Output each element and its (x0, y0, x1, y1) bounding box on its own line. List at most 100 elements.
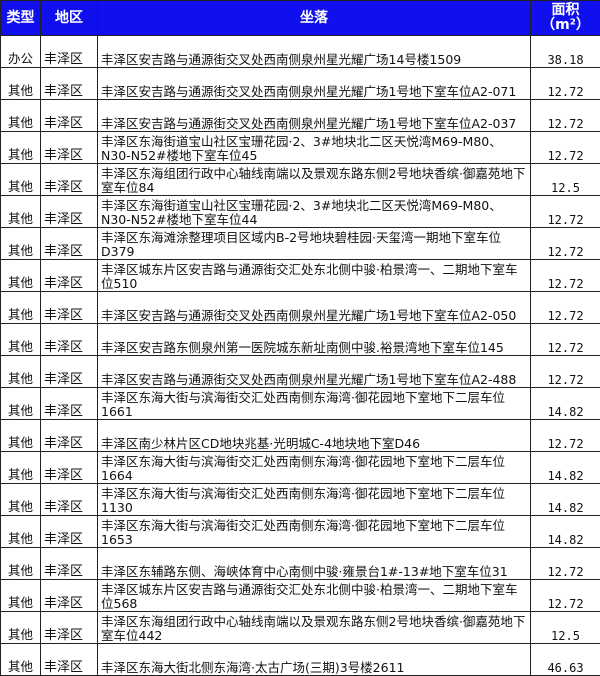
location-cell: 丰泽区城东片区安吉路与通源街交汇处东北侧中骏·柏景湾一、二期地下室车位568 (98, 580, 531, 612)
location-cell: 丰泽区东海街道宝山社区宝珊花园·2、3#地块北二区天悦湾M69-M80、N30-… (98, 132, 531, 164)
type-cell: 其他 (1, 68, 41, 100)
table-row: 其他丰泽区丰泽区安吉路与通源街交叉处西南侧泉州星光耀广场1号地下室车位A2-03… (1, 100, 600, 132)
district-cell: 丰泽区 (41, 100, 98, 132)
location-cell: 丰泽区安吉路与通源街交叉处西南侧泉州星光耀广场1号地下室车位A2-037 (98, 100, 531, 132)
table-row: 其他丰泽区丰泽区东海滩涂整理项目区域内B-2号地块碧桂园·天玺湾一期地下室车位D… (1, 228, 600, 260)
type-cell: 其他 (1, 100, 41, 132)
location-cell: 丰泽区安吉路与通源街交叉处西南侧泉州星光耀广场1号地下室车位A2-050 (98, 292, 531, 324)
table-row: 其他丰泽区丰泽区东海组团行政中心轴线南端以及景观东路东侧2号地块香缤·御嘉苑地下… (1, 164, 600, 196)
header-district: 地区 (41, 1, 98, 36)
area-cell: 14.82 (531, 484, 600, 516)
area-cell: 12.72 (531, 196, 600, 228)
table-row: 其他丰泽区丰泽区城东片区安吉路与通源街交汇处东北侧中骏·柏景湾一、二期地下室车位… (1, 580, 600, 612)
district-cell: 丰泽区 (41, 420, 98, 452)
type-cell: 其他 (1, 388, 41, 420)
type-cell: 其他 (1, 132, 41, 164)
table-row: 其他丰泽区丰泽区东辅路东侧、海峡体育中心南侧中骏·雍景台1#-13#地下室车位3… (1, 548, 600, 580)
type-cell: 其他 (1, 292, 41, 324)
table-row: 其他丰泽区丰泽区安吉路与通源街交叉处西南侧泉州星光耀广场1号地下室车位A2-48… (1, 356, 600, 388)
location-cell: 丰泽区安吉路与通源街交叉处西南侧泉州星光耀广场1号地下室车位A2-488 (98, 356, 531, 388)
district-cell: 丰泽区 (41, 292, 98, 324)
area-cell: 12.72 (531, 132, 600, 164)
area-cell: 12.5 (531, 164, 600, 196)
area-cell: 12.5 (531, 612, 600, 644)
type-cell: 其他 (1, 452, 41, 484)
table-row: 其他丰泽区丰泽区城东片区安吉路与通源街交汇处东北侧中骏·柏景湾一、二期地下室车位… (1, 260, 600, 292)
table-row: 其他丰泽区丰泽区东海大街与滨海街交汇处西南侧东海湾·御花园地下室地下二层车位16… (1, 452, 600, 484)
area-cell: 12.72 (531, 420, 600, 452)
district-cell: 丰泽区 (41, 356, 98, 388)
location-cell: 丰泽区东海街道宝山社区宝珊花园·2、3#地块北二区天悦湾M69-M80、N30-… (98, 196, 531, 228)
location-cell: 丰泽区东海大街与滨海街交汇处西南侧东海湾·御花园地下室地下二层车位1130 (98, 484, 531, 516)
location-cell: 丰泽区东辅路东侧、海峡体育中心南侧中骏·雍景台1#-13#地下室车位31 (98, 548, 531, 580)
header-area: 面积（m²） (531, 1, 600, 36)
location-cell: 丰泽区东海大街与滨海街交汇处西南侧东海湾·御花园地下室地下二层车位1661 (98, 388, 531, 420)
district-cell: 丰泽区 (41, 516, 98, 548)
area-cell: 12.72 (531, 324, 600, 356)
location-cell: 丰泽区安吉路东侧泉州第一医院城东新址南侧中骏.裕景湾地下室车位145 (98, 324, 531, 356)
type-cell: 其他 (1, 484, 41, 516)
district-cell: 丰泽区 (41, 228, 98, 260)
area-cell: 14.82 (531, 452, 600, 484)
area-cell: 12.72 (531, 292, 600, 324)
location-cell: 丰泽区东海大街与滨海街交汇处西南侧东海湾·御花园地下室地下二层车位1653 (98, 516, 531, 548)
location-cell: 丰泽区东海组团行政中心轴线南端以及景观东路东侧2号地块香缤·御嘉苑地下室车位84 (98, 164, 531, 196)
table-row: 其他丰泽区丰泽区安吉路与通源街交叉处西南侧泉州星光耀广场1号地下室车位A2-07… (1, 68, 600, 100)
district-cell: 丰泽区 (41, 612, 98, 644)
type-cell: 其他 (1, 164, 41, 196)
table-row: 其他丰泽区丰泽区东海大街与滨海街交汇处西南侧东海湾·御花园地下室地下二层车位16… (1, 516, 600, 548)
district-cell: 丰泽区 (41, 196, 98, 228)
location-cell: 丰泽区城东片区安吉路与通源街交汇处东北侧中骏·柏景湾一、二期地下室车位510 (98, 260, 531, 292)
type-cell: 其他 (1, 356, 41, 388)
area-cell: 12.72 (531, 356, 600, 388)
type-cell: 其他 (1, 324, 41, 356)
district-cell: 丰泽区 (41, 164, 98, 196)
type-cell: 其他 (1, 548, 41, 580)
table-row: 其他丰泽区丰泽区安吉路与通源街交叉处西南侧泉州星光耀广场1号地下室车位A2-05… (1, 292, 600, 324)
header-type: 类型 (1, 1, 41, 36)
type-cell: 其他 (1, 516, 41, 548)
table-row: 其他丰泽区丰泽区东海大街与滨海街交汇处西南侧东海湾·御花园地下室地下二层车位11… (1, 484, 600, 516)
header-row: 类型 地区 坐落 面积（m²） (1, 1, 600, 36)
area-cell: 12.72 (531, 228, 600, 260)
area-cell: 38.18 (531, 36, 600, 68)
district-cell: 丰泽区 (41, 388, 98, 420)
district-cell: 丰泽区 (41, 68, 98, 100)
district-cell: 丰泽区 (41, 132, 98, 164)
district-cell: 丰泽区 (41, 580, 98, 612)
type-cell: 其他 (1, 228, 41, 260)
district-cell: 丰泽区 (41, 548, 98, 580)
location-cell: 丰泽区东海大街与滨海街交汇处西南侧东海湾·御花园地下室地下二层车位1664 (98, 452, 531, 484)
area-cell: 14.82 (531, 388, 600, 420)
area-cell: 12.72 (531, 68, 600, 100)
type-cell: 其他 (1, 612, 41, 644)
type-cell: 办公 (1, 36, 41, 68)
district-cell: 丰泽区 (41, 36, 98, 68)
location-cell: 丰泽区东海组团行政中心轴线南端以及景观东路东侧2号地块香缤·御嘉苑地下室车位44… (98, 612, 531, 644)
district-cell: 丰泽区 (41, 484, 98, 516)
district-cell: 丰泽区 (41, 260, 98, 292)
area-cell: 12.72 (531, 580, 600, 612)
table-row: 其他丰泽区丰泽区东海组团行政中心轴线南端以及景观东路东侧2号地块香缤·御嘉苑地下… (1, 612, 600, 644)
type-cell: 其他 (1, 196, 41, 228)
district-cell: 丰泽区 (41, 452, 98, 484)
area-cell: 12.72 (531, 548, 600, 580)
type-cell: 其他 (1, 580, 41, 612)
area-cell: 12.72 (531, 100, 600, 132)
header-location: 坐落 (98, 1, 531, 36)
area-cell: 12.72 (531, 260, 600, 292)
table-row: 其他丰泽区丰泽区东海街道宝山社区宝珊花园·2、3#地块北二区天悦湾M69-M80… (1, 132, 600, 164)
district-cell: 丰泽区 (41, 324, 98, 356)
area-cell: 14.82 (531, 516, 600, 548)
table-row: 其他丰泽区丰泽区东海大街与滨海街交汇处西南侧东海湾·御花园地下室地下二层车位16… (1, 388, 600, 420)
table-row: 其他丰泽区丰泽区东海街道宝山社区宝珊花园·2、3#地块北二区天悦湾M69-M80… (1, 196, 600, 228)
location-cell: 丰泽区南少林片区CD地块兆基·光明城C-4地块地下室D46 (98, 420, 531, 452)
location-cell: 丰泽区东海滩涂整理项目区域内B-2号地块碧桂园·天玺湾一期地下室车位D379 (98, 228, 531, 260)
type-cell: 其他 (1, 260, 41, 292)
type-cell: 其他 (1, 420, 41, 452)
location-cell: 丰泽区安吉路与通源街交叉处西南侧泉州星光耀广场1号地下室车位A2-071 (98, 68, 531, 100)
